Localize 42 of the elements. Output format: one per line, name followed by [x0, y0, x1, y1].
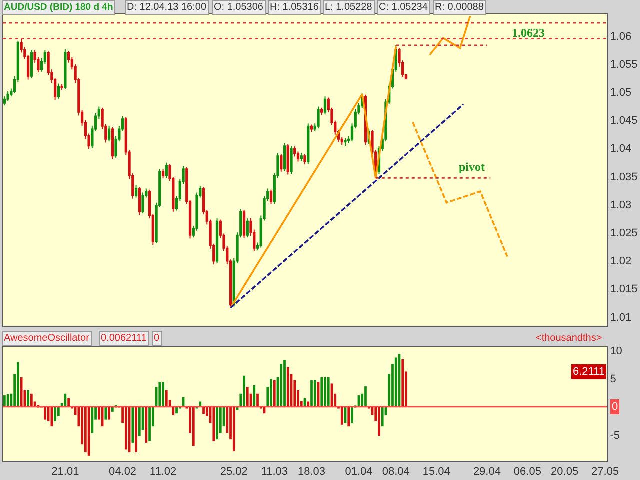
x-tick-label: 20.05 [551, 466, 579, 478]
x-tick-label: 11.02 [150, 466, 177, 478]
x-tick-label: 06.05 [514, 466, 542, 478]
x-tick-label: 01.04 [345, 466, 373, 478]
annotation: pivot [459, 160, 486, 174]
x-tick-label: 21.01 [52, 466, 80, 478]
ref-line-label: 0 [612, 401, 618, 413]
text: R: 0.00088 [435, 2, 484, 13]
text: H: 1.05316 [270, 2, 320, 13]
ref-line-label: 1.0623 [512, 26, 545, 40]
text: D: 12.04.13 16:00 [127, 2, 207, 13]
text: C: 1.05234 [379, 2, 428, 13]
x-tick-label: 04.02 [109, 466, 137, 478]
annotation: 6.2111 [573, 366, 606, 378]
y-tick-label: 1.04 [610, 143, 632, 156]
y-tick-label: 1.05 [610, 86, 632, 99]
y-tick-label: 5 [610, 373, 616, 386]
x-tick-label: 15.04 [422, 466, 450, 478]
y-tick-label: 1.055 [610, 58, 638, 71]
y-tick-label: 1.03 [610, 199, 632, 212]
y-tick-label: 1.045 [610, 115, 638, 128]
text: 0.0062111 [101, 333, 148, 344]
x-tick-label: 11.03 [261, 466, 288, 478]
y-tick-label: -5 [610, 430, 620, 442]
chart-title: AUD/USD (BID) 180 d 4h [4, 2, 114, 13]
chart-title: AwesomeOscillator [4, 333, 90, 344]
x-tick-label: 27.05 [592, 466, 620, 478]
y-tick-label: 1.06 [610, 30, 632, 43]
x-tick-label: 18.03 [298, 466, 326, 478]
y-tick-label: 1.035 [610, 171, 638, 184]
text: <thousandths> [536, 333, 602, 344]
y-tick-label: 10 [610, 345, 622, 358]
x-tick-label: 25.02 [220, 466, 248, 478]
y-tick-label: 1.01 [610, 312, 632, 324]
text: O: 1.05306 [214, 2, 264, 13]
text: L: 1.05228 [325, 2, 373, 13]
y-tick-label: 1.015 [610, 284, 638, 296]
text: 0 [154, 333, 160, 344]
y-tick-label: 1.02 [610, 256, 632, 268]
x-tick-label: 08.04 [382, 466, 410, 478]
y-tick-label: 1.025 [610, 227, 638, 240]
x-tick-label: 29.04 [473, 466, 501, 478]
